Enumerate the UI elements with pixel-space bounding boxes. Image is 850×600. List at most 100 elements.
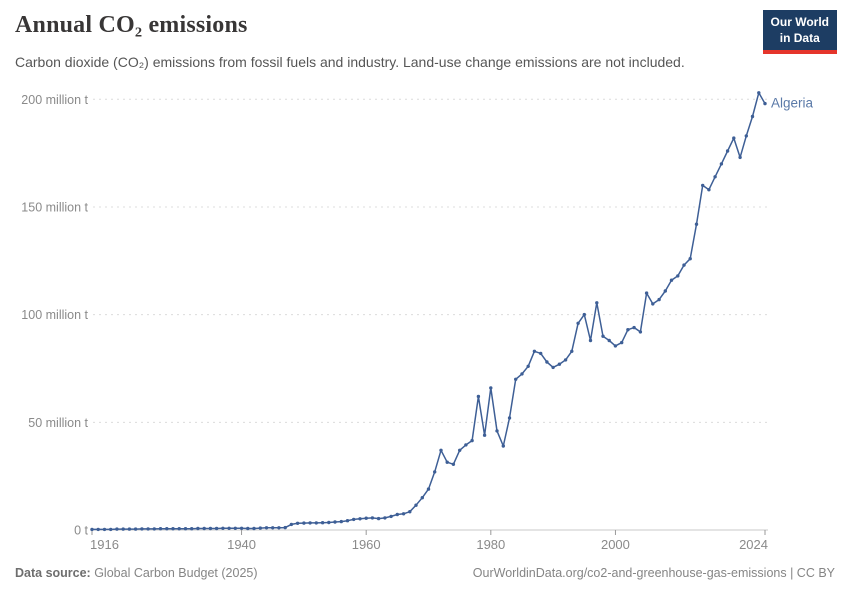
data-point[interactable] bbox=[501, 444, 505, 448]
data-point[interactable] bbox=[507, 416, 512, 420]
data-point[interactable] bbox=[626, 328, 630, 332]
chart-line-algeria[interactable] bbox=[91, 92, 766, 531]
data-point[interactable] bbox=[152, 527, 156, 531]
data-point[interactable] bbox=[246, 526, 250, 531]
data-point[interactable] bbox=[352, 517, 356, 522]
data-point[interactable] bbox=[719, 162, 724, 166]
data-point[interactable] bbox=[601, 334, 605, 338]
data-point[interactable] bbox=[744, 134, 748, 138]
data-point[interactable] bbox=[620, 340, 624, 345]
data-point[interactable] bbox=[757, 91, 761, 95]
data-point[interactable] bbox=[476, 394, 481, 399]
data-point[interactable] bbox=[389, 514, 393, 519]
data-point[interactable] bbox=[358, 517, 362, 521]
data-point[interactable] bbox=[445, 460, 449, 464]
data-point[interactable] bbox=[96, 527, 100, 532]
data-point[interactable] bbox=[464, 443, 468, 447]
data-point[interactable] bbox=[632, 325, 636, 330]
data-point[interactable] bbox=[563, 358, 568, 362]
data-point[interactable] bbox=[90, 527, 94, 532]
data-point[interactable] bbox=[495, 429, 499, 433]
data-point[interactable] bbox=[333, 520, 337, 524]
data-point[interactable] bbox=[532, 349, 537, 353]
data-point[interactable] bbox=[196, 526, 200, 531]
data-point[interactable] bbox=[146, 527, 150, 531]
data-point[interactable] bbox=[763, 101, 767, 106]
data-point[interactable] bbox=[327, 520, 331, 525]
data-point[interactable] bbox=[283, 525, 287, 530]
data-point[interactable] bbox=[701, 183, 705, 188]
data-point[interactable] bbox=[669, 278, 674, 282]
data-point[interactable] bbox=[158, 527, 163, 531]
data-point[interactable] bbox=[202, 526, 206, 531]
data-point[interactable] bbox=[433, 470, 437, 474]
data-point[interactable] bbox=[657, 297, 661, 302]
data-point[interactable] bbox=[613, 344, 618, 348]
data-point[interactable] bbox=[420, 496, 424, 500]
data-point[interactable] bbox=[520, 372, 524, 376]
data-point[interactable] bbox=[676, 274, 680, 278]
data-point[interactable] bbox=[364, 516, 368, 520]
data-point[interactable] bbox=[514, 377, 518, 381]
data-point[interactable] bbox=[383, 516, 387, 520]
data-point[interactable] bbox=[607, 338, 611, 343]
data-point[interactable] bbox=[750, 114, 755, 119]
data-point[interactable] bbox=[140, 527, 144, 531]
data-point[interactable] bbox=[115, 527, 119, 531]
data-point[interactable] bbox=[289, 522, 294, 527]
data-point[interactable] bbox=[133, 527, 138, 531]
data-point[interactable] bbox=[165, 527, 169, 531]
data-point[interactable] bbox=[339, 519, 343, 524]
data-point[interactable] bbox=[638, 330, 643, 334]
data-point[interactable] bbox=[233, 526, 237, 530]
data-point[interactable] bbox=[426, 487, 431, 491]
data-point[interactable] bbox=[588, 338, 593, 343]
entity-label-algeria[interactable]: Algeria bbox=[771, 96, 814, 111]
data-point[interactable] bbox=[482, 433, 487, 437]
data-point[interactable] bbox=[314, 521, 318, 525]
footer-citation-link[interactable]: OurWorldinData.org/co2-and-greenhouse-ga… bbox=[472, 566, 835, 580]
data-point[interactable] bbox=[295, 521, 300, 525]
data-point[interactable] bbox=[370, 516, 375, 520]
data-point[interactable] bbox=[258, 526, 262, 530]
data-point[interactable] bbox=[595, 301, 599, 305]
data-point[interactable] bbox=[682, 263, 686, 267]
owid-logo[interactable]: Our World in Data bbox=[762, 10, 837, 55]
data-point[interactable] bbox=[127, 527, 132, 531]
data-point[interactable] bbox=[208, 526, 213, 531]
data-point[interactable] bbox=[227, 526, 231, 530]
data-point[interactable] bbox=[302, 521, 306, 525]
data-point[interactable] bbox=[277, 526, 281, 530]
data-point[interactable] bbox=[570, 349, 574, 353]
data-point[interactable] bbox=[551, 365, 555, 370]
data-point[interactable] bbox=[395, 512, 399, 517]
data-point[interactable] bbox=[252, 526, 256, 531]
data-point[interactable] bbox=[439, 448, 443, 452]
data-point[interactable] bbox=[345, 519, 350, 523]
data-point[interactable] bbox=[320, 521, 325, 525]
data-point[interactable] bbox=[526, 364, 530, 368]
data-point[interactable] bbox=[408, 510, 412, 514]
data-point[interactable] bbox=[707, 188, 711, 192]
data-point[interactable] bbox=[539, 351, 543, 356]
data-point[interactable] bbox=[214, 526, 219, 531]
data-point[interactable] bbox=[102, 527, 107, 532]
data-point[interactable] bbox=[663, 289, 667, 293]
data-point[interactable] bbox=[489, 386, 493, 390]
data-point[interactable] bbox=[376, 516, 381, 521]
data-point[interactable] bbox=[177, 527, 181, 531]
data-point[interactable] bbox=[651, 302, 655, 306]
data-point[interactable] bbox=[190, 527, 194, 531]
data-point[interactable] bbox=[694, 222, 699, 226]
data-point[interactable] bbox=[221, 526, 225, 530]
data-point[interactable] bbox=[576, 321, 580, 325]
data-point[interactable] bbox=[401, 512, 406, 516]
data-point[interactable] bbox=[725, 149, 730, 153]
data-point[interactable] bbox=[239, 526, 244, 530]
data-point[interactable] bbox=[713, 175, 717, 179]
data-point[interactable] bbox=[264, 526, 269, 530]
data-point[interactable] bbox=[109, 527, 113, 532]
data-point[interactable] bbox=[414, 503, 418, 507]
